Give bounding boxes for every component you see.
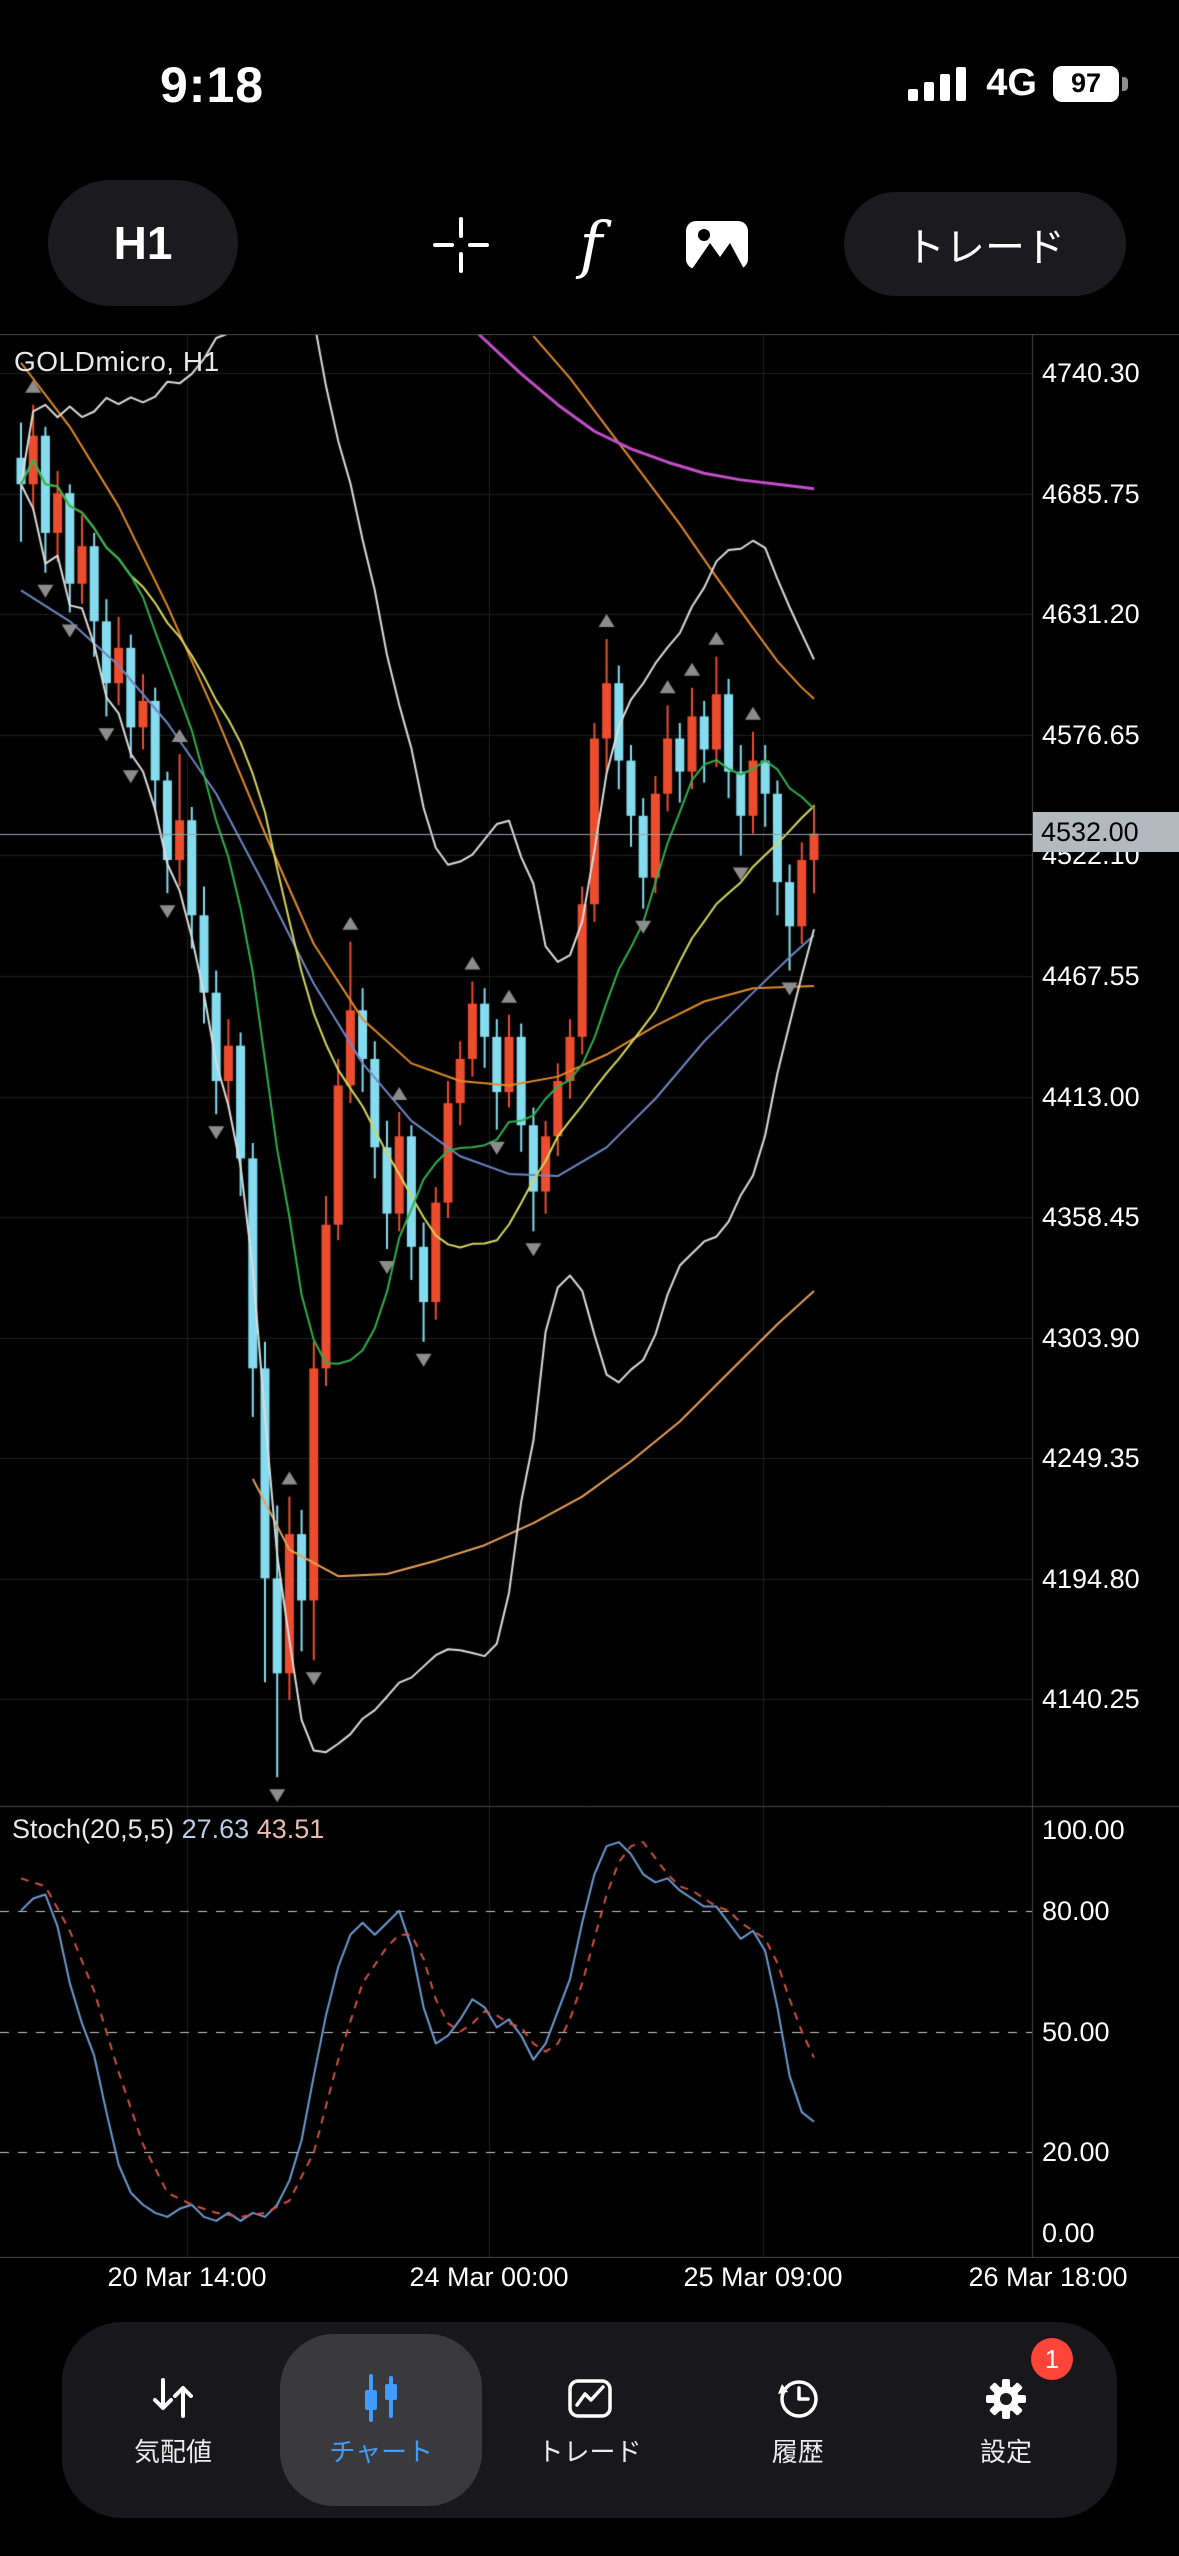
- chart-toolbar: H1 f トレード: [0, 170, 1179, 320]
- status-bar: 9:18 4G 97: [0, 0, 1179, 140]
- stoch-scale-label: 0.00: [1042, 2218, 1095, 2248]
- timeframe-label: H1: [113, 217, 173, 269]
- notification-badge: 1: [1031, 2338, 1073, 2380]
- tab-label-chart: チャート: [329, 2436, 434, 2467]
- trade-button-label: トレード: [905, 226, 1065, 270]
- price-axis-label: 4685.75: [1042, 478, 1140, 509]
- price-axis-label: 4140.25: [1042, 1684, 1140, 1715]
- crosshair-icon: [433, 217, 489, 273]
- price-axis-label: 4740.30: [1042, 358, 1140, 389]
- price-axis-label: 4358.45: [1042, 1202, 1140, 1233]
- battery-percent: 97: [1070, 68, 1102, 98]
- tab-label-settings-history: 履歴: [771, 2436, 824, 2467]
- time-axis-label: 26 Mar 18:00: [968, 2262, 1128, 2292]
- tab-item-settings[interactable]: 設定 1: [905, 2334, 1107, 2506]
- tab-label-trade: トレード: [537, 2436, 642, 2467]
- time-axis-label: 20 Mar 14:00: [107, 2262, 267, 2292]
- price-axis-label: 4194.80: [1042, 1563, 1140, 1594]
- price-chart-canvas[interactable]: [0, 334, 1179, 2258]
- stoch-d-value: 43.51: [256, 1814, 325, 1844]
- stoch-name: Stoch(20,5,5): [12, 1814, 175, 1844]
- trade-button[interactable]: トレード: [844, 192, 1126, 296]
- clock-text: 9:18: [160, 57, 265, 113]
- tab-item-history[interactable]: 履歴: [697, 2334, 899, 2506]
- price-axis-label: 4249.35: [1042, 1443, 1140, 1474]
- settings-gear-icon: [986, 2378, 1026, 2419]
- function-f-icon: f: [579, 208, 603, 281]
- network-type-label: 4G: [986, 62, 1037, 104]
- history-clock-icon: [777, 2379, 818, 2418]
- objects-button[interactable]: [682, 210, 752, 280]
- tab-item-trade[interactable]: トレード: [489, 2334, 691, 2506]
- time-axis-label: 25 Mar 09:00: [683, 2262, 843, 2292]
- signal-strength-icon: [908, 66, 967, 101]
- crosshair-button[interactable]: [426, 210, 496, 280]
- trade-chart-icon: [567, 2378, 612, 2418]
- stoch-scale-label: 20.00: [1042, 2137, 1110, 2168]
- price-axis-label: 4631.20: [1042, 599, 1140, 630]
- quotes-arrows-icon: [153, 2377, 193, 2418]
- current-price-badge: 4532.00: [1033, 811, 1179, 852]
- tab-label-settings: 設定: [979, 2436, 1032, 2467]
- time-axis-label: 24 Mar 00:00: [409, 2262, 569, 2292]
- tab-item-chart[interactable]: チャート: [280, 2334, 483, 2506]
- chart-symbol-title: GOLDmicro, H1: [14, 346, 220, 377]
- objects-image-icon: [686, 221, 748, 269]
- tab-bar: 気配値 チャート トレード 履歴: [62, 2322, 1117, 2518]
- price-axis-label: 4303.90: [1042, 1322, 1140, 1353]
- tab-item-quotes[interactable]: 気配値: [72, 2334, 274, 2506]
- price-axis-label: 4467.55: [1042, 960, 1140, 991]
- candlestick-chart-icon: [365, 2373, 398, 2422]
- stoch-indicator-label: Stoch(20,5,5) 27.63 43.51: [12, 1814, 324, 1845]
- price-axis-label: 4576.65: [1042, 719, 1140, 750]
- stoch-k-value: 27.63: [181, 1814, 250, 1844]
- tab-label-quotes: 気配値: [133, 2436, 212, 2467]
- stoch-scale-label: 100.00: [1042, 1815, 1125, 1845]
- stoch-scale-label: 80.00: [1042, 1895, 1110, 1926]
- timeframe-button[interactable]: H1: [48, 180, 238, 306]
- price-axis-label: 4413.00: [1042, 1081, 1140, 1112]
- stoch-scale-label: 50.00: [1042, 2016, 1110, 2047]
- indicators-button[interactable]: f: [556, 210, 626, 280]
- battery-indicator: 97: [1053, 65, 1128, 102]
